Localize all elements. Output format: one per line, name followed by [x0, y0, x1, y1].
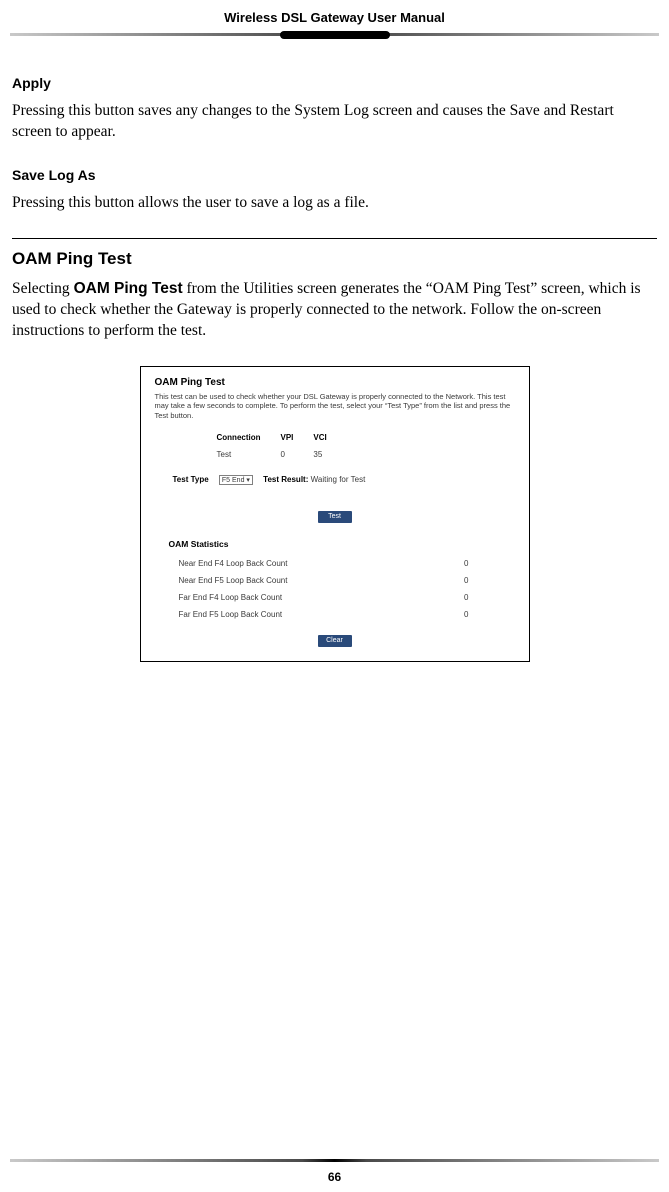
- stats-row: Far End F4 Loop Back Count 0: [179, 589, 499, 606]
- stats-label: Far End F5 Loop Back Count: [179, 606, 422, 623]
- conn-cell-vci: 35: [313, 450, 344, 459]
- test-type-label: Test Type: [173, 475, 209, 484]
- test-button[interactable]: Test: [318, 511, 352, 523]
- oam-stats-title: OAM Statistics: [169, 539, 515, 549]
- stats-value: 0: [422, 589, 499, 606]
- shot-title: OAM Ping Test: [155, 377, 515, 388]
- page-footer: 66: [0, 1156, 669, 1184]
- test-row: Test Type F5 End ▾ Test Result: Waiting …: [173, 475, 515, 485]
- test-result-value: Waiting for Test: [311, 475, 366, 484]
- stats-row: Far End F5 Loop Back Count 0: [179, 606, 499, 623]
- conn-header-vpi: VPI: [281, 433, 312, 448]
- conn-header-connection: Connection: [217, 433, 279, 448]
- oam-body: Selecting OAM Ping Test from the Utiliti…: [12, 279, 657, 342]
- oam-heading: OAM Ping Test: [12, 249, 657, 269]
- page-header-title: Wireless DSL Gateway User Manual: [0, 0, 669, 33]
- stats-value: 0: [422, 606, 499, 623]
- test-result-label: Test Result:: [263, 475, 308, 484]
- page-number: 66: [0, 1170, 669, 1184]
- oam-stats-table: Near End F4 Loop Back Count 0 Near End F…: [179, 555, 499, 623]
- save-log-as-body: Pressing this button allows the user to …: [12, 193, 657, 214]
- clear-button[interactable]: Clear: [318, 635, 352, 647]
- stats-row: Near End F5 Loop Back Count 0: [179, 572, 499, 589]
- test-type-value: F5 End: [222, 477, 245, 484]
- connection-table: Connection VPI VCI Test 0 35: [215, 431, 347, 461]
- footer-divider: [10, 1156, 659, 1166]
- apply-body: Pressing this button saves any changes t…: [12, 101, 657, 143]
- stats-value: 0: [422, 555, 499, 572]
- oam-body-pre: Selecting: [12, 280, 74, 297]
- conn-header-vci: VCI: [313, 433, 344, 448]
- shot-description: This test can be used to check whether y…: [155, 392, 515, 421]
- conn-cell-connection: Test: [217, 450, 279, 459]
- stats-label: Near End F4 Loop Back Count: [179, 555, 422, 572]
- oam-screenshot: OAM Ping Test This test can be used to c…: [140, 366, 530, 662]
- oam-body-bold: OAM Ping Test: [74, 280, 183, 297]
- test-type-select[interactable]: F5 End ▾: [219, 475, 253, 485]
- stats-label: Near End F5 Loop Back Count: [179, 572, 422, 589]
- stats-row: Near End F4 Loop Back Count 0: [179, 555, 499, 572]
- section-divider: [12, 238, 657, 239]
- header-divider: [10, 33, 659, 43]
- page-content: Apply Pressing this button saves any cha…: [0, 43, 669, 662]
- apply-heading: Apply: [12, 75, 657, 91]
- conn-cell-vpi: 0: [281, 450, 312, 459]
- save-log-as-heading: Save Log As: [12, 167, 657, 183]
- stats-label: Far End F4 Loop Back Count: [179, 589, 422, 606]
- stats-value: 0: [422, 572, 499, 589]
